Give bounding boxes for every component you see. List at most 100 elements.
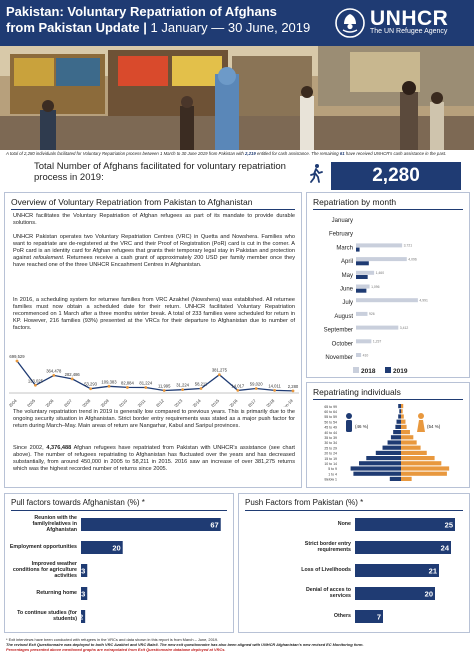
photo-caption: A total of 2,280 individuals facilitated…: [6, 151, 468, 156]
month-bar-value: 288: [361, 248, 367, 252]
month-label: November: [325, 355, 353, 361]
trend-point: [236, 388, 240, 392]
trend-line: [16, 360, 294, 392]
pull-factor-bar: [81, 518, 221, 531]
month-bar-value: 1,096: [371, 285, 380, 289]
trend-data-label: 82,884: [121, 380, 134, 385]
month-label: February: [329, 232, 353, 238]
trend-point: [291, 389, 295, 393]
month-bar-2018: [356, 243, 403, 248]
male-bar: [399, 409, 401, 414]
male-icon: [346, 413, 352, 419]
month-bar-2018: [356, 325, 399, 330]
female-icon: [418, 413, 424, 419]
female-bar: [401, 445, 421, 450]
unhcr-logo: UNHCR The UN Refugee Agency: [334, 7, 466, 39]
month-label: May: [342, 273, 353, 279]
pull-factor-label: family/relatives in: [33, 521, 77, 527]
push-factor-bar: [355, 541, 451, 554]
female-bar: [401, 476, 412, 481]
caption-text-1: A total of 2,280 individuals facilitated…: [6, 151, 246, 156]
push-factors-rule: [245, 510, 463, 511]
trend-year-label: 2008: [81, 398, 92, 407]
month-bar-value: 3,721: [404, 244, 413, 248]
trend-year-label: 2004: [9, 398, 18, 407]
trend-data-label: 81,224: [139, 381, 152, 386]
trend-year-label: 2010: [118, 398, 129, 407]
trend-point: [254, 387, 258, 390]
trend-point: [199, 387, 203, 390]
month-bar-value: 3,412: [400, 326, 409, 330]
pull-factor-label: Returning home: [36, 590, 77, 596]
age-group-label: 60 to 64: [324, 410, 337, 414]
month-bar-2018: [356, 284, 370, 289]
push-factor-label: None: [338, 521, 351, 527]
trend-year-label: 2018: [265, 398, 276, 407]
push-factor-value: 7: [377, 613, 381, 622]
push-factor-bar: [355, 610, 383, 623]
pull-factors-panel: Pull factors towards Afghanistan (%) * R…: [4, 493, 234, 633]
age-group-label: 40 to 44: [324, 431, 337, 435]
push-factor-label: Strict border entry: [305, 541, 351, 547]
female-percent: (54 %): [427, 424, 441, 429]
female-bar: [401, 450, 427, 455]
trend-data-label: 699,529: [9, 354, 25, 359]
pull-factor-bar: [81, 587, 88, 600]
trend-data-label: 381,275: [212, 368, 228, 373]
push-factor-value: 24: [441, 544, 450, 553]
trend-year-label: 2009: [100, 398, 111, 407]
overview-rule: [11, 209, 295, 210]
monthly-bar-chart: January February March 3,721 288 April 4,096 1,…: [324, 218, 428, 375]
pull-factor-label: conditions for agriculture: [13, 567, 77, 573]
pull-factor-value: 67: [210, 521, 218, 530]
pull-factors-title: Pull factors towards Afghanistan (%) *: [11, 498, 145, 507]
month-bar-value: 941: [369, 275, 375, 279]
trend-data-label: 2,280: [288, 384, 299, 389]
push-factor-label: Denial of acces to: [306, 587, 352, 593]
push-factor-bar: [355, 587, 435, 600]
age-group-label: 30 to 34: [324, 441, 337, 445]
month-bar-2018: [356, 270, 375, 275]
age-group-label: 1 to 4: [328, 472, 337, 476]
age-group-label: 55 to 59: [324, 415, 337, 419]
trend-data-label: 14,011: [268, 383, 281, 388]
trend-data-label: 14,017: [231, 383, 244, 388]
female-bar: [401, 409, 403, 414]
pull-factor-value: 2: [79, 613, 83, 622]
male-bar: [390, 435, 401, 440]
logo-tagline: The UN Refugee Agency: [370, 28, 448, 35]
male-bar: [387, 440, 401, 445]
monthly-panel: Repatriation by month January February Mar…: [306, 192, 470, 378]
female-icon: [417, 420, 425, 432]
trend-data-label: 31,224: [176, 383, 189, 388]
male-percent: (46 %): [355, 424, 369, 429]
footnote-3: Percentages presented above mentioned gr…: [6, 647, 226, 653]
pull-factor-value: 20: [112, 544, 120, 553]
trend-data-label: 109,383: [101, 379, 117, 384]
push-factor-bar: [355, 518, 455, 531]
trend-point: [107, 384, 111, 388]
push-factor-label: services: [330, 593, 351, 599]
male-bar: [375, 450, 401, 455]
push-factor-value: 20: [425, 590, 433, 599]
age-group-label: 10 to 14: [324, 462, 337, 466]
trend-point: [162, 389, 166, 392]
male-bar: [398, 414, 401, 419]
pull-factor-label: To continue studies (for: [17, 610, 77, 616]
total-label: Total Number of Afghans facilitated for …: [34, 161, 286, 183]
pull-factor-value: 3: [81, 590, 85, 599]
individuals-panel: Repatriating individuals 65 to 99 60 to 6…: [306, 382, 470, 488]
walking-person-icon: [310, 164, 323, 183]
pull-factor-label: students): [53, 616, 77, 622]
pull-factor-label: Employment opportunities: [10, 544, 77, 550]
age-group-label: Below 1: [325, 478, 338, 482]
month-label: January: [332, 218, 353, 224]
pull-factor-label: Afghanistan: [46, 527, 77, 533]
trend-year-label: 2017: [247, 398, 258, 407]
overview-paragraph-4: The voluntary repatriation trend in 2019…: [13, 409, 295, 429]
month-label: August: [334, 314, 353, 320]
trend-point: [34, 383, 37, 387]
female-bar: [401, 404, 404, 409]
